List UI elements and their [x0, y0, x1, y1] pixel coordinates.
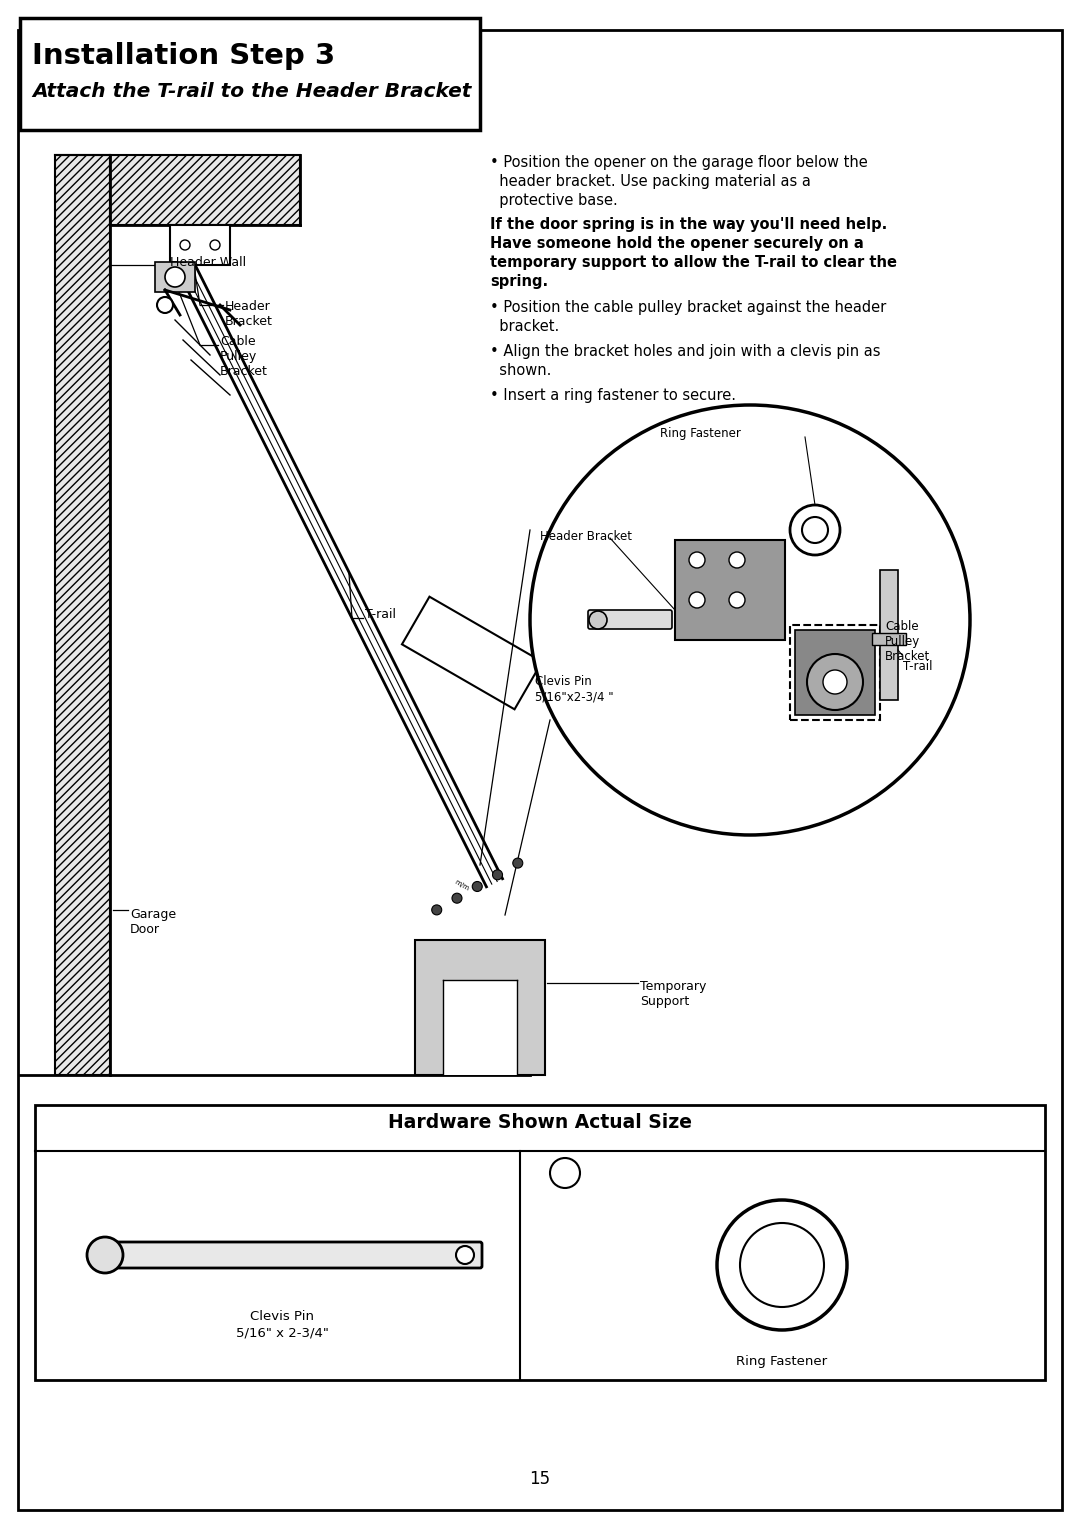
Text: If the door spring is in the way you'll need help.: If the door spring is in the way you'll … — [490, 218, 888, 231]
Text: Clevis Pin: Clevis Pin — [249, 1311, 314, 1323]
Circle shape — [165, 267, 185, 287]
Text: Hardware Shown Actual Size: Hardware Shown Actual Size — [388, 1113, 692, 1131]
Bar — [21, 18, 480, 130]
Text: • Position the opener on the garage floor below the: • Position the opener on the garage floo… — [490, 155, 867, 170]
FancyBboxPatch shape — [675, 540, 785, 639]
Text: Ring Fastener: Ring Fastener — [660, 428, 741, 440]
Circle shape — [157, 297, 173, 313]
Text: header bracket. Use packing material as a: header bracket. Use packing material as … — [490, 175, 811, 189]
Circle shape — [456, 1246, 474, 1265]
Circle shape — [729, 592, 745, 609]
Polygon shape — [402, 596, 542, 710]
Text: • Align the bracket holes and join with a clevis pin as: • Align the bracket holes and join with … — [490, 343, 880, 359]
Circle shape — [180, 241, 190, 250]
Bar — [443, 980, 518, 1075]
Circle shape — [689, 552, 705, 569]
Bar — [795, 630, 875, 714]
Text: 15: 15 — [529, 1470, 551, 1489]
Ellipse shape — [530, 405, 970, 835]
Circle shape — [492, 869, 502, 880]
Circle shape — [550, 1157, 580, 1188]
Bar — [156, 262, 195, 291]
FancyBboxPatch shape — [113, 1242, 482, 1268]
Text: Have someone hold the opener securely on a: Have someone hold the opener securely on… — [490, 236, 864, 251]
Text: shown.: shown. — [490, 363, 552, 379]
Text: Clevis Pin
5/16"x2-3/4 ": Clevis Pin 5/16"x2-3/4 " — [535, 675, 613, 704]
Text: Temporary
Support: Temporary Support — [640, 980, 706, 1009]
Text: m/m: m/m — [454, 878, 471, 892]
Text: Attach the T-rail to the Header Bracket: Attach the T-rail to the Header Bracket — [32, 81, 471, 101]
Text: bracket.: bracket. — [490, 319, 559, 334]
Circle shape — [729, 552, 745, 569]
Bar — [415, 940, 545, 1075]
Text: Ring Fastener: Ring Fastener — [737, 1355, 827, 1367]
Text: 5/16" x 2-3/4": 5/16" x 2-3/4" — [235, 1328, 328, 1340]
Text: T-rail: T-rail — [903, 661, 932, 673]
Circle shape — [453, 894, 462, 903]
Text: spring.: spring. — [490, 274, 549, 290]
Circle shape — [689, 592, 705, 609]
Circle shape — [87, 1237, 123, 1272]
Text: protective base.: protective base. — [490, 193, 618, 208]
Circle shape — [789, 504, 840, 555]
Circle shape — [210, 241, 220, 250]
Bar — [170, 225, 230, 265]
Text: Installation Step 3: Installation Step 3 — [32, 41, 335, 71]
Text: Garage
Door: Garage Door — [130, 908, 176, 937]
Text: Header Bracket: Header Bracket — [540, 530, 632, 543]
Circle shape — [513, 858, 523, 868]
Bar — [55, 155, 110, 1075]
Bar — [872, 633, 906, 645]
Bar — [35, 1105, 1045, 1380]
Bar — [110, 155, 300, 225]
Circle shape — [740, 1223, 824, 1308]
Circle shape — [717, 1200, 847, 1331]
Text: • Position the cable pulley bracket against the header: • Position the cable pulley bracket agai… — [490, 300, 887, 314]
Text: Cable
Pulley
Bracket: Cable Pulley Bracket — [220, 336, 268, 379]
Text: T-rail: T-rail — [365, 609, 396, 621]
FancyBboxPatch shape — [588, 610, 672, 629]
Text: • Insert a ring fastener to secure.: • Insert a ring fastener to secure. — [490, 388, 735, 403]
Circle shape — [432, 904, 442, 915]
Text: Cable
Pulley
Bracket: Cable Pulley Bracket — [885, 619, 930, 662]
Circle shape — [589, 612, 607, 629]
Circle shape — [807, 655, 863, 710]
Text: temporary support to allow the T-rail to clear the: temporary support to allow the T-rail to… — [490, 254, 897, 270]
Text: Header Wall: Header Wall — [170, 256, 246, 268]
Circle shape — [823, 670, 847, 694]
Bar — [789, 625, 880, 721]
Circle shape — [472, 881, 483, 892]
Text: Header
Bracket: Header Bracket — [225, 300, 273, 328]
Circle shape — [802, 517, 828, 543]
Bar — [880, 570, 897, 701]
